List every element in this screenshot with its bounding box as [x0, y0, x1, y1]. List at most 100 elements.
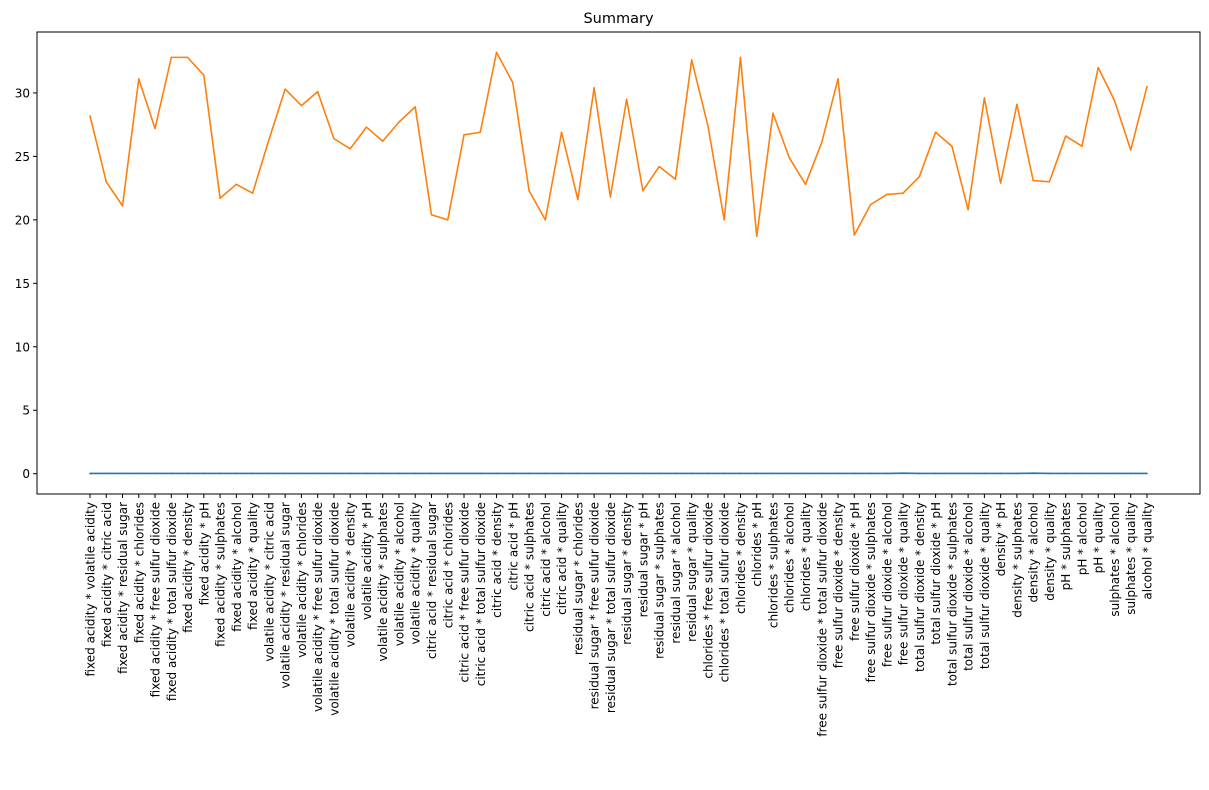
data-point: [772, 473, 774, 475]
data-point: [528, 473, 530, 475]
x-tick-label: fixed acidity * citric acid: [100, 502, 114, 647]
data-point: [967, 209, 969, 211]
data-point: [317, 91, 319, 93]
data-point: [382, 140, 384, 142]
data-point: [675, 473, 677, 475]
data-point: [1146, 86, 1148, 88]
data-point: [268, 473, 270, 475]
x-tick-label: total sulfur dioxide * sulphates: [945, 502, 959, 686]
data-point: [723, 473, 725, 475]
data-point: [187, 473, 189, 475]
data-point: [366, 473, 368, 475]
data-point: [886, 473, 888, 475]
x-tick-label: chlorides * quality: [799, 502, 813, 611]
data-point: [821, 473, 823, 475]
x-tick-label: total sulfur dioxide * density: [913, 502, 927, 672]
y-tick-label: 25: [15, 150, 30, 164]
x-tick-label: fixed acidity * chlorides: [132, 502, 146, 643]
data-point: [853, 473, 855, 475]
data-point: [496, 52, 498, 54]
data-point: [1081, 473, 1083, 475]
data-point: [1114, 473, 1116, 475]
data-point: [447, 219, 449, 221]
data-point: [577, 473, 579, 475]
data-point: [545, 219, 547, 221]
data-point: [593, 473, 595, 475]
data-point: [349, 148, 351, 150]
data-point: [919, 473, 921, 475]
data-point: [89, 473, 91, 475]
x-tick-label: chlorides * alcohol: [783, 502, 797, 613]
data-point: [268, 139, 270, 141]
data-point: [284, 88, 286, 90]
data-point: [349, 473, 351, 475]
data-point: [1065, 135, 1067, 137]
x-tick-label: citric acid * free sulfur dioxide: [458, 502, 472, 682]
data-point: [171, 473, 173, 475]
x-tick-label: fixed acidity * free sulfur dioxide: [149, 502, 163, 697]
data-point: [788, 157, 790, 159]
x-tick-label: free sulfur dioxide * total sulfur dioxi…: [815, 502, 829, 737]
data-point: [805, 184, 807, 186]
x-tick-label: density * quality: [1043, 502, 1057, 601]
data-point: [642, 473, 644, 475]
data-point: [593, 87, 595, 89]
data-point: [610, 196, 612, 198]
data-point: [366, 126, 368, 128]
data-point: [171, 57, 173, 59]
data-point: [414, 473, 416, 475]
data-point: [1081, 145, 1083, 147]
x-tick-label: fixed acidity * volatile acidity: [84, 502, 98, 677]
data-point: [1000, 473, 1002, 475]
y-tick-label: 15: [15, 277, 30, 291]
x-tick-label: residual sugar * alcohol: [669, 502, 683, 644]
x-tick-label: volatile acidity * quality: [409, 502, 423, 644]
y-tick-label: 10: [15, 340, 30, 354]
x-tick-label: free sulfur dioxide * quality: [897, 502, 911, 665]
x-tick-label: total sulfur dioxide * alcohol: [962, 502, 976, 671]
data-point: [236, 473, 238, 475]
x-tick-label: volatile acidity * sulphates: [376, 502, 390, 661]
data-point: [919, 176, 921, 178]
data-point: [1000, 182, 1002, 184]
data-point: [837, 473, 839, 475]
x-tick-label: density * sulphates: [1010, 502, 1024, 618]
data-point: [1032, 472, 1034, 474]
data-point: [333, 138, 335, 140]
data-point: [675, 178, 677, 180]
data-point: [512, 82, 514, 84]
data-point: [626, 473, 628, 475]
x-tick-label: citric acid * sulphates: [523, 502, 537, 632]
x-tick-label: sulphates * quality: [1124, 502, 1138, 615]
x-tick-label: fixed acidity * sulphates: [214, 502, 228, 647]
data-point: [463, 473, 465, 475]
data-point: [870, 473, 872, 475]
chart-title: Summary: [583, 11, 653, 27]
x-tick-label: free sulfur dioxide * sulphates: [864, 502, 878, 682]
x-tick-label: fixed acidity * alcohol: [230, 502, 244, 632]
x-tick-label: residual sugar * quality: [685, 502, 699, 642]
data-point: [756, 236, 758, 238]
x-tick-label: residual sugar * total sulfur dioxide: [604, 502, 618, 713]
data-point: [658, 473, 660, 475]
data-point: [1130, 149, 1132, 151]
data-point: [984, 473, 986, 475]
data-point: [951, 473, 953, 475]
data-point: [284, 473, 286, 475]
data-point: [626, 98, 628, 100]
x-tick-label: fixed acidity * quality: [246, 502, 260, 630]
data-point: [740, 473, 742, 475]
x-tick-label: volatile acidity * alcohol: [392, 502, 406, 646]
data-point: [89, 115, 91, 117]
x-tick-label: fixed acidity * density: [181, 502, 195, 633]
data-point: [577, 199, 579, 201]
data-point: [853, 234, 855, 236]
data-point: [236, 184, 238, 186]
x-tick-label: density * alcohol: [1027, 502, 1041, 603]
data-point: [203, 74, 205, 76]
data-point: [463, 134, 465, 136]
x-tick-label: pH * sulphates: [1059, 502, 1073, 590]
data-point: [1065, 473, 1067, 475]
